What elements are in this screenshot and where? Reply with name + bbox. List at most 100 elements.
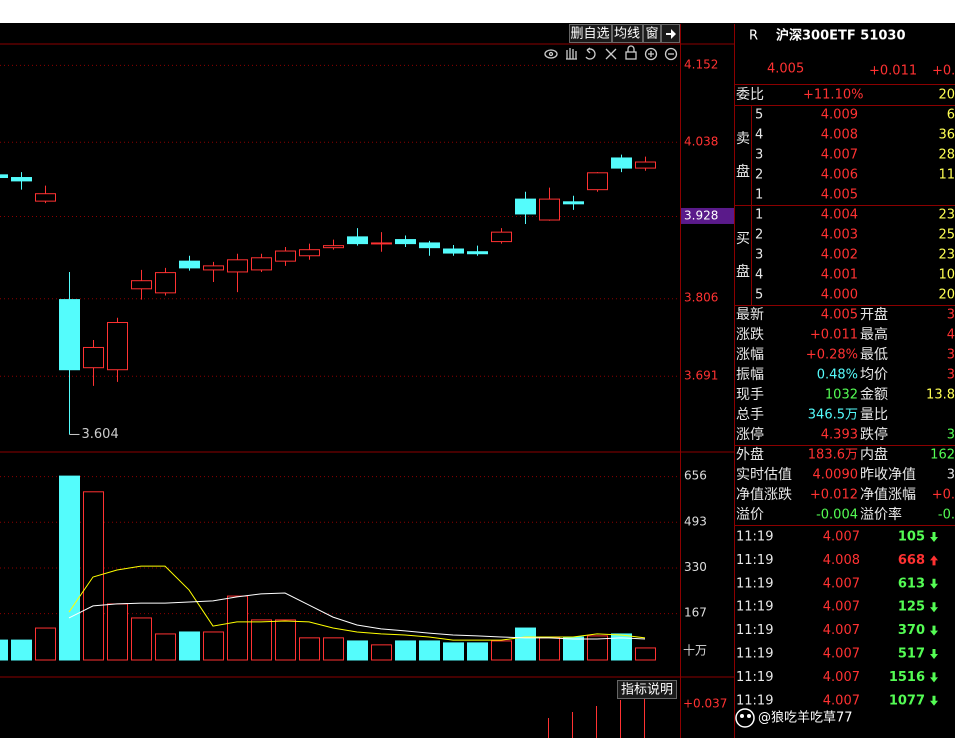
- zoom-in-icon[interactable]: [644, 47, 658, 61]
- tick-time: 11:19: [736, 553, 773, 568]
- stat-label: 开盘: [860, 306, 888, 323]
- book-price: 4.004: [821, 208, 858, 223]
- book-level: 5: [755, 288, 763, 303]
- y-tick-label: 493: [684, 514, 707, 528]
- candle-body: [59, 299, 80, 371]
- stat-value: +0.011: [810, 328, 858, 343]
- book-level: 1: [755, 188, 763, 203]
- quote-price: 4.005: [767, 62, 804, 77]
- volume-bar: [0, 639, 8, 661]
- volume-bar: [299, 637, 320, 661]
- tick-time: 11:19: [736, 623, 773, 638]
- toolbar-button[interactable]: [612, 24, 643, 43]
- stat-label: 现手: [736, 387, 764, 403]
- volume-bar: [419, 640, 440, 661]
- tick-arrow: [930, 695, 938, 706]
- book-volume: 20: [938, 288, 955, 303]
- candle-body: [251, 257, 272, 271]
- zoom-out-icon[interactable]: [664, 47, 678, 61]
- book-level: 4: [755, 128, 763, 143]
- tick-arrow: [930, 672, 938, 683]
- book-price: 4.005: [821, 188, 858, 203]
- book-volume: 6: [947, 108, 955, 123]
- volume-bar: [443, 642, 464, 661]
- tick-price: 4.008: [823, 553, 860, 568]
- book-volume: 23: [938, 208, 955, 223]
- toolbar-button[interactable]: [643, 24, 661, 43]
- candle-body: [443, 248, 464, 254]
- volume-bar: [371, 644, 392, 661]
- y-unit-label: 十万: [683, 644, 707, 658]
- stat-label: 涨幅: [736, 347, 764, 363]
- tick-arrow: [930, 555, 938, 566]
- current-price-marker: [681, 207, 734, 224]
- low-price-label: 3.604: [82, 427, 119, 442]
- volume-bar: [11, 639, 32, 661]
- watermark-icon-eye: [740, 714, 744, 718]
- toolbar-button[interactable]: [569, 24, 612, 43]
- volume-bar: [467, 642, 488, 661]
- commission-ratio: +11.10%: [803, 88, 863, 103]
- volume-bar: [635, 647, 656, 661]
- buy-label: 盘: [736, 263, 750, 280]
- candle-body: [347, 236, 368, 245]
- volume-bar: [203, 631, 224, 661]
- book-price: 4.000: [821, 288, 858, 303]
- volume-bar: [275, 619, 296, 661]
- indicator-button[interactable]: [617, 680, 677, 699]
- candle-body: [635, 161, 656, 169]
- stat-label: 内盘: [860, 446, 888, 463]
- book-price: 4.006: [821, 168, 858, 183]
- tick-price: 4.007: [823, 647, 860, 662]
- volume-bar: [179, 631, 200, 661]
- volume-bar: [491, 640, 512, 661]
- book-price: 4.007: [821, 148, 858, 163]
- toolbar-button-label[interactable]: 窗: [645, 26, 658, 42]
- volume-bar: [35, 627, 56, 661]
- toolbar-button[interactable]: [661, 24, 680, 43]
- stat-value: +0.28%: [806, 348, 858, 363]
- book-volume: 23: [938, 248, 955, 263]
- candle-body: [35, 193, 56, 202]
- volume-bar: [515, 627, 536, 661]
- toolbar-button-label[interactable]: 均线: [614, 27, 640, 42]
- y-tick-label: 656: [684, 469, 707, 483]
- hand-icon[interactable]: [566, 48, 577, 60]
- stat-label: 总手: [736, 407, 764, 423]
- eye-icon[interactable]: [544, 49, 558, 59]
- sell-label: 盘: [736, 163, 750, 180]
- tick-time: 11:19: [736, 530, 773, 545]
- tick-price: 4.007: [823, 623, 860, 638]
- book-price: 4.001: [821, 268, 858, 283]
- tick-price: 4.007: [823, 530, 860, 545]
- tick-price: 4.007: [823, 576, 860, 591]
- tick-volume: 668: [898, 553, 925, 568]
- stat-label: 净值涨跌: [736, 487, 792, 503]
- quote-change-pct: +0.2: [932, 64, 955, 79]
- stat-value: -0.: [938, 508, 955, 523]
- book-level: 2: [755, 228, 763, 243]
- eye-icon-pupil: [548, 51, 554, 57]
- volume-bar: [251, 619, 272, 661]
- stat-value: 346.5万: [808, 408, 858, 423]
- stat-value: 1032: [825, 388, 858, 403]
- stat-value: 3: [947, 348, 955, 363]
- indicator-button-label[interactable]: 指标说明: [621, 683, 673, 698]
- stat-label: 量比: [860, 407, 888, 423]
- undo-icon[interactable]: [585, 47, 596, 60]
- tick-volume: 105: [898, 530, 925, 545]
- toolbar-button-label[interactable]: 删自选: [570, 27, 609, 42]
- collapse-icon[interactable]: [666, 29, 676, 39]
- stat-value: 4.393: [821, 428, 858, 443]
- moving-average-line: [68, 565, 646, 641]
- lock-icon[interactable]: [625, 51, 637, 60]
- volume-bar: [563, 636, 584, 661]
- candle-body: [587, 172, 608, 191]
- volume-bar: [539, 637, 560, 661]
- watermark: @狼吃羊吃草77: [758, 710, 853, 726]
- candle-body: [611, 157, 632, 169]
- volume-bar: [611, 633, 632, 661]
- scissor-icon[interactable]: [605, 48, 617, 60]
- watermark-icon: [735, 708, 755, 728]
- volume-bar: [131, 617, 152, 661]
